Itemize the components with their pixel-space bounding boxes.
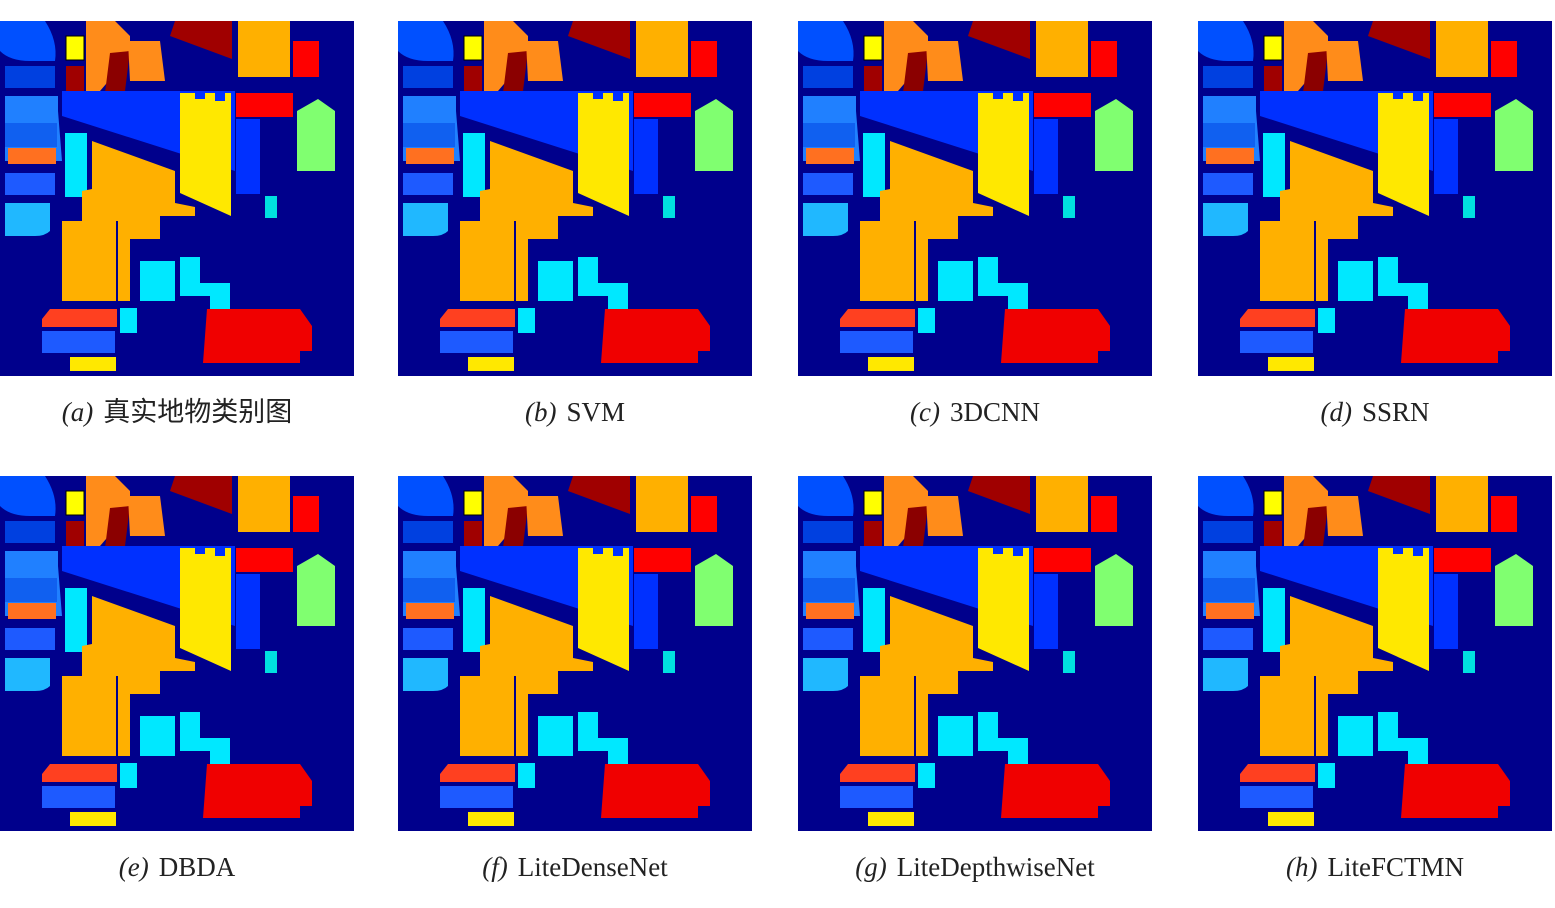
classification-map: [1198, 21, 1552, 376]
caption-title: LiteDenseNet: [518, 852, 668, 882]
classification-map: [0, 476, 354, 831]
caption-title: 真实地物类别图: [103, 397, 292, 427]
caption-label: (g): [855, 852, 886, 882]
caption-title: SSRN: [1362, 397, 1430, 427]
classification-map: [398, 21, 752, 376]
classification-map: [798, 21, 1152, 376]
caption: (c) 3DCNN: [910, 397, 1040, 427]
caption-label: (b): [525, 397, 556, 427]
caption: (f) LiteDenseNet: [482, 852, 668, 882]
caption-label: (c): [910, 397, 940, 427]
caption: (h) LiteFCTMN: [1286, 852, 1464, 882]
caption: (a) 真实地物类别图: [62, 397, 292, 427]
classification-map: [1198, 476, 1552, 831]
classification-map: [798, 476, 1152, 831]
caption-title: DBDA: [159, 852, 236, 882]
caption-label: (f): [482, 852, 507, 882]
caption-title: SVM: [566, 397, 625, 427]
caption-title: 3DCNN: [950, 397, 1040, 427]
caption-title: LiteFCTMN: [1327, 852, 1464, 882]
caption: (g) LiteDepthwiseNet: [855, 852, 1095, 882]
caption-label: (e): [119, 852, 149, 882]
caption-title: LiteDepthwiseNet: [897, 852, 1095, 882]
classification-map: [0, 21, 354, 376]
caption-label: (a): [62, 397, 93, 427]
panels: (a) 真实地物类别图 (b) SVM (c) 3DCNN (d) SSRN (e) DBDA (f…: [0, 21, 1552, 882]
classification-map: [398, 476, 752, 831]
caption-label: (d): [1320, 397, 1351, 427]
caption: (e) DBDA: [119, 852, 236, 882]
caption: (b) SVM: [525, 397, 625, 427]
caption: (d) SSRN: [1320, 397, 1429, 427]
caption-label: (h): [1286, 852, 1317, 882]
